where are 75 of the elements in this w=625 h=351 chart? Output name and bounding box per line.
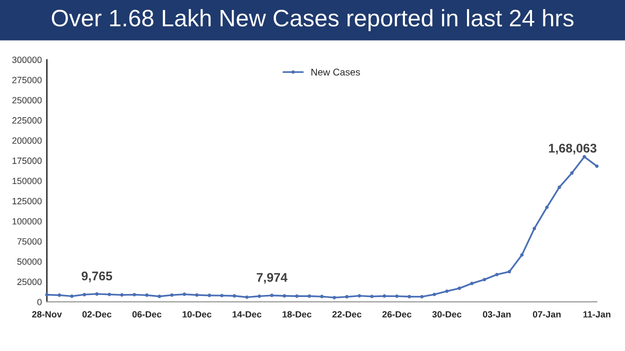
point [70,294,74,298]
point [458,286,462,290]
point [470,282,474,286]
point [332,296,336,300]
legend-label: New Cases [311,68,360,76]
point [345,295,349,299]
chart-title: Over 1.68 Lakh New Cases reported in last 24 hrs [52,9,574,32]
point [82,292,86,296]
point [45,293,49,296]
point [208,294,212,298]
point [145,293,149,297]
y-tick-label: 150000 [12,178,42,184]
y-tick-label: 250000 [12,97,42,104]
y-tick-label: 225000 [12,117,42,124]
y-tick-label: 50000 [17,258,42,265]
y-tick-label: 100000 [12,218,42,224]
point [195,293,199,297]
point [532,226,536,230]
y-tick-label: 175000 [12,158,42,164]
point [595,164,599,168]
y-tick-label: 300000 [12,56,42,64]
point [508,270,512,274]
x-tick-label: 26-Dec [382,311,412,318]
point [295,294,299,298]
x-tick-label: 03-Jan [482,311,511,318]
point [320,294,324,298]
point [382,294,386,298]
data-label: 1,68,063 [549,144,596,154]
y-tick-label: 75000 [17,238,42,245]
point [245,295,249,299]
x-tick-label: 18-Dec [282,311,312,318]
point [570,171,574,175]
point [432,292,436,296]
point [158,294,162,298]
point [120,293,124,297]
point [258,294,262,298]
point [108,292,112,296]
x-tick-label: 10-Dec [182,311,212,318]
point [395,294,399,298]
y-tick-label: 200000 [12,137,42,144]
point [170,293,174,297]
x-tick-label: 28-Nov [32,311,62,318]
point [282,294,286,298]
y-tick-label: 25000 [17,278,42,286]
data-label: 7,974 [256,272,288,284]
x-tick-label: 22-Dec [332,311,362,318]
x-tick-label: 06-Dec [132,311,162,318]
point [232,294,236,298]
point [420,294,424,298]
point [495,272,499,276]
point [582,155,586,159]
point [545,206,549,210]
point [482,278,486,282]
x-tick-label: 02-Dec [82,311,112,318]
y-tick-label: 125000 [12,198,42,204]
point [270,294,274,298]
point [132,292,136,296]
data-label: 9,765 [82,272,112,282]
point [520,253,524,257]
y-tick-label: 0 [37,298,42,306]
y-tick-label: 275000 [12,76,42,84]
point [558,185,562,189]
point [182,292,186,296]
x-tick-label: 30-Dec [432,311,462,318]
x-tick-label: 07-Jan [532,311,561,318]
point [308,294,312,298]
point [408,294,412,298]
x-tick-label: 14-Dec [232,311,262,318]
x-tick-label: 11-Jan [583,311,610,318]
point [220,294,224,298]
point [358,294,362,298]
point [58,293,62,297]
point [370,294,374,298]
point [445,289,449,293]
point [95,292,99,296]
